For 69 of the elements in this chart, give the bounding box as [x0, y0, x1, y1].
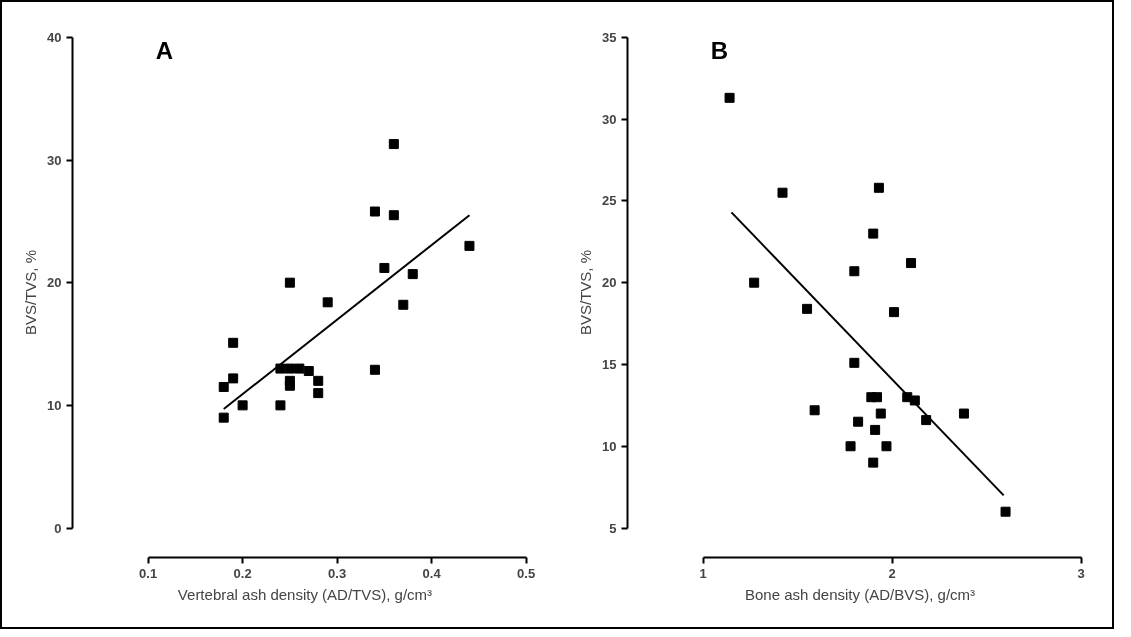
point: [906, 258, 917, 269]
point: [872, 392, 883, 403]
y-tick-label: 0: [54, 520, 62, 536]
point: [218, 381, 229, 392]
point: [802, 303, 813, 314]
point: [228, 337, 239, 348]
point: [369, 364, 380, 375]
chart-title: B: [710, 37, 729, 65]
y-tick-label: 25: [602, 193, 617, 209]
y-tick-label: 30: [602, 111, 617, 127]
point: [873, 182, 884, 193]
point: [313, 375, 324, 386]
point: [322, 297, 333, 308]
point: [1000, 506, 1011, 517]
y-axis-title: BVS/TVS, %: [577, 249, 595, 336]
y-tick-label: 30: [47, 152, 62, 168]
point: [809, 405, 820, 416]
x-tick-label: 0.2: [233, 565, 252, 581]
point: [849, 357, 860, 368]
x-tick-label: 0.5: [517, 565, 536, 581]
point: [388, 210, 399, 221]
x-axis-title: Bone ash density (AD/BVS), g/cm³: [744, 585, 976, 603]
point: [849, 266, 860, 277]
point: [284, 380, 295, 391]
y-tick-label: 5: [609, 520, 617, 536]
x-tick-label: 0.3: [328, 565, 347, 581]
point: [464, 240, 475, 251]
x-tick-label: 0.4: [422, 565, 442, 581]
point: [237, 400, 248, 411]
point: [868, 228, 879, 239]
y-tick-label: 10: [602, 438, 617, 454]
point: [275, 400, 286, 411]
point: [379, 262, 390, 273]
point: [853, 416, 864, 427]
y-tick-label: 35: [602, 29, 617, 45]
point: [407, 269, 418, 280]
x-tick-label: 1: [699, 565, 707, 581]
x-axis-title: Vertebral ash density (AD/TVS), g/cm³: [177, 585, 433, 603]
point: [284, 363, 295, 374]
point: [303, 366, 314, 377]
y-tick-label: 15: [602, 356, 617, 372]
point: [958, 408, 969, 419]
point: [845, 441, 856, 452]
y-tick-label: 20: [47, 275, 62, 291]
point: [388, 139, 399, 150]
y-tick-label: 40: [47, 29, 62, 45]
x-tick-label: 0.1: [139, 565, 158, 581]
point: [777, 187, 788, 198]
point: [749, 277, 760, 288]
x-tick-label: 3: [1077, 565, 1085, 581]
x-tick-label: 2: [888, 565, 896, 581]
point: [881, 441, 892, 452]
point: [228, 373, 239, 384]
point: [313, 388, 324, 399]
point: [875, 408, 886, 419]
chart-title: A: [155, 37, 174, 65]
point: [369, 206, 380, 217]
point: [724, 92, 735, 103]
point: [218, 412, 229, 423]
point: [398, 299, 409, 310]
y-tick-label: 10: [47, 397, 62, 413]
point: [868, 457, 879, 468]
point: [294, 363, 305, 374]
point: [889, 307, 900, 318]
y-tick-label: 20: [602, 275, 617, 291]
point: [870, 424, 881, 435]
y-axis-title: BVS/TVS, %: [22, 249, 40, 336]
point: [284, 277, 295, 288]
point: [275, 363, 286, 374]
